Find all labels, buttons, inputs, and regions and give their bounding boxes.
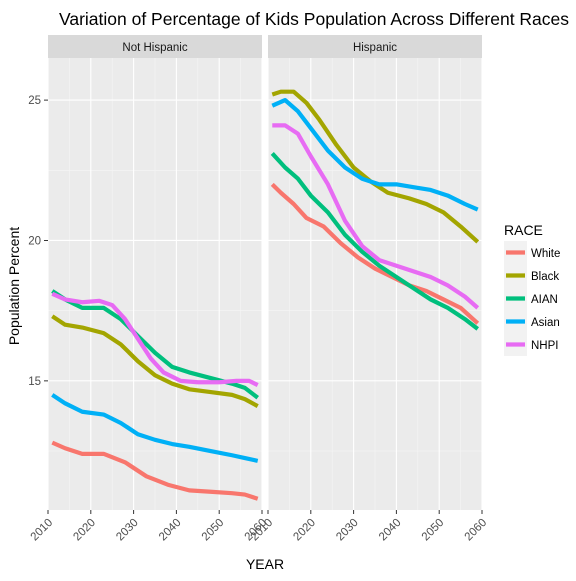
x-tick-label: 2010: [249, 517, 276, 544]
legend-item-white: White: [504, 241, 560, 264]
series-line-white: [270, 182, 480, 325]
facet-strip: [48, 35, 262, 58]
facet-strip-label: Hispanic: [353, 42, 397, 54]
series-line-aian: [51, 289, 259, 400]
x-tick-label: 2040: [377, 517, 404, 544]
legend: RACE White Black AIAN Asian NHPI: [504, 222, 560, 356]
x-tick-label: 2010: [29, 517, 56, 544]
legend-title: RACE: [504, 222, 543, 238]
series-line-nhpi: [51, 291, 259, 387]
legend-label: NHPI: [531, 340, 558, 352]
x-tick-label: 2040: [157, 517, 184, 544]
series-line-asian: [271, 98, 479, 212]
legend-item-black: Black: [504, 264, 559, 287]
y-tick-label: 20: [28, 235, 41, 247]
series-line-white: [51, 440, 259, 501]
facet-strip-label: Not Hispanic: [122, 42, 187, 54]
legend-item-nhpi: NHPI: [504, 333, 558, 356]
legend-label: Black: [531, 271, 559, 283]
legend-item-aian: AIAN: [504, 287, 558, 310]
facet-strip: [268, 35, 482, 58]
x-tick-label: 2060: [463, 517, 490, 544]
legend-label: Asian: [531, 317, 560, 329]
y-axis-title: Population Percent: [6, 227, 22, 345]
x-axis-title: YEAR: [246, 556, 284, 572]
facet-panel-hispanic: Hispanic 2010 2020 2030 2040 2050 2060: [249, 35, 490, 544]
y-tick-label: 25: [28, 95, 41, 107]
legend-item-asian: Asian: [504, 310, 560, 333]
series-line-asian: [51, 393, 259, 463]
x-tick-label: 2050: [420, 517, 447, 544]
chart-title: Variation of Percentage of Kids Populati…: [59, 9, 569, 29]
x-tick-label: 2030: [114, 517, 141, 544]
y-tick-label: 15: [28, 376, 41, 388]
series-line-aian: [270, 152, 479, 331]
series-line-black: [51, 314, 259, 408]
legend-label: White: [531, 248, 560, 260]
x-tick-label: 2030: [334, 517, 361, 544]
x-tick-label: 2020: [71, 517, 98, 544]
series-line-black: [271, 89, 480, 244]
legend-items: White Black AIAN Asian NHPI: [504, 241, 560, 356]
series-line-nhpi: [272, 123, 480, 310]
x-tick-label: 2050: [200, 517, 227, 544]
legend-label: AIAN: [531, 294, 558, 306]
x-tick-label: 2020: [291, 517, 318, 544]
